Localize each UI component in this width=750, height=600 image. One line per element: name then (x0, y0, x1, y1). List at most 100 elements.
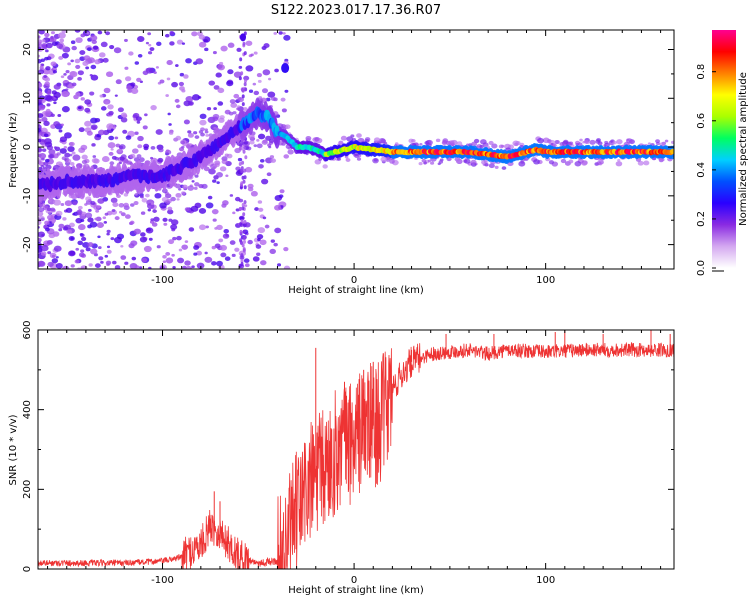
spectral-streak-blob (243, 82, 247, 87)
spectral-noise-blob (80, 219, 85, 223)
spectral-halo-blob (423, 161, 427, 165)
spectral-noise-blob (162, 217, 168, 222)
spectral-ridge-core (670, 148, 674, 155)
spectral-noise-blob (124, 38, 128, 42)
spectral-noise-blob (185, 58, 192, 64)
spectral-noise-blob (166, 77, 171, 81)
spectral-noise-blob (92, 45, 99, 50)
spectral-noise-blob (218, 238, 224, 243)
spectral-noise-blob (118, 210, 123, 214)
spectral-noise-blob (139, 236, 148, 243)
spectral-noise-blob (222, 233, 230, 239)
spectral-noise-blob (124, 66, 129, 70)
spectral-noise-blob (69, 71, 76, 76)
spectral-halo-blob (411, 138, 416, 143)
spectrogram-y-tick-label: 20 (22, 43, 33, 56)
spectral-noise-blob (51, 221, 55, 224)
colorbar-tick-label: 0.0 (696, 260, 707, 276)
spectral-noise-blob (212, 218, 217, 222)
spectral-halo-blob (612, 140, 617, 145)
spectral-halo-blob (287, 149, 294, 155)
spectral-noise-blob (168, 239, 175, 245)
spectral-noise-blob (257, 200, 263, 204)
spectral-noise-blob (153, 216, 160, 222)
spectral-noise-blob (217, 101, 224, 106)
spectral-halo-blob (463, 159, 468, 164)
spectral-noise-blob (195, 58, 204, 65)
spectral-halo-blob (38, 211, 44, 217)
spectral-noise-blob (90, 117, 98, 124)
spectral-noise-blob (130, 82, 136, 87)
spectrogram-heatmap (38, 30, 674, 269)
spectral-noise-blob (86, 130, 93, 136)
spectral-halo-blob (60, 202, 65, 206)
spectral-noise-blob (81, 154, 88, 160)
spectral-noise-blob (98, 246, 102, 250)
spectral-halo-blob (512, 140, 520, 146)
spectral-noise-blob (140, 211, 146, 215)
spectral-noise-blob (80, 211, 87, 217)
spectral-streak-blob (242, 179, 246, 184)
spectral-noise-blob (41, 116, 48, 123)
spectral-noise-blob (61, 106, 70, 113)
spectral-noise-blob (72, 154, 81, 161)
snr-y-tick-label: 400 (22, 400, 33, 419)
spectrogram-x-axis-label: Height of straight line (km) (288, 285, 424, 296)
spectral-noise-blob (108, 151, 114, 156)
spectral-noise-blob (190, 205, 199, 212)
spectral-noise-blob (273, 31, 278, 35)
spectral-noise-blob (99, 94, 104, 98)
spectral-streak-blob (241, 206, 245, 211)
spectral-noise-blob (113, 47, 122, 54)
spectral-halo-blob (568, 141, 574, 146)
spectral-noise-blob (163, 222, 168, 226)
spectral-noise-blob (52, 70, 57, 74)
spectral-noise-blob (245, 166, 253, 173)
spectral-halo-blob (647, 142, 651, 145)
spectral-halo-blob (38, 207, 45, 213)
spectral-streak-blob (242, 239, 246, 244)
spectral-noise-blob (191, 180, 195, 183)
spectral-halo-blob (178, 188, 182, 191)
spectral-halo-blob (213, 126, 217, 130)
spectral-streak-blob (244, 87, 248, 92)
spectral-noise-blob (130, 88, 139, 94)
spectral-noise-blob (109, 44, 115, 50)
spectral-halo-blob (256, 143, 263, 149)
spectral-halo-blob (373, 158, 378, 162)
spectral-halo-blob (596, 138, 601, 142)
spectral-noise-blob (38, 39, 43, 45)
spectral-noise-blob (203, 166, 210, 172)
spectral-noise-blob (148, 237, 153, 241)
spectral-noise-blob (229, 240, 236, 245)
spectral-streak-blob (240, 219, 244, 224)
spectral-halo-blob (491, 143, 498, 149)
spectral-noise-blob (90, 64, 97, 70)
spectral-noise-blob (90, 248, 98, 255)
spectral-streak-blob (240, 259, 244, 264)
spectral-noise-blob (165, 94, 169, 97)
spectral-noise-blob (128, 51, 134, 56)
spectral-noise-blob (211, 208, 219, 215)
snr-axes: -100 0 100 0 200 400 600 (22, 320, 674, 586)
spectral-streak-blob (241, 255, 245, 260)
spectral-noise-blob (274, 194, 283, 202)
spectral-noise-blob (63, 145, 68, 149)
spectral-noise-blob (38, 114, 41, 117)
spectral-noise-blob (57, 113, 62, 117)
spectral-noise-blob (53, 199, 61, 206)
spectral-noise-blob (217, 64, 225, 71)
spectral-halo-blob (141, 198, 148, 203)
spectral-noise-blob (58, 55, 64, 60)
spectral-streak-blob (243, 78, 247, 83)
spectral-noise-blob (55, 263, 63, 269)
spectral-noise-blob (45, 108, 51, 113)
spectral-noise-blob (159, 202, 167, 209)
spectral-streak-blob (240, 223, 244, 228)
spectral-noise-blob (176, 235, 182, 241)
spectral-halo-blob (77, 205, 83, 210)
spectral-noise-blob (216, 260, 223, 267)
spectral-halo-blob (47, 153, 55, 159)
spectral-halo-blob (150, 202, 154, 205)
spectral-halo-blob (198, 130, 204, 134)
